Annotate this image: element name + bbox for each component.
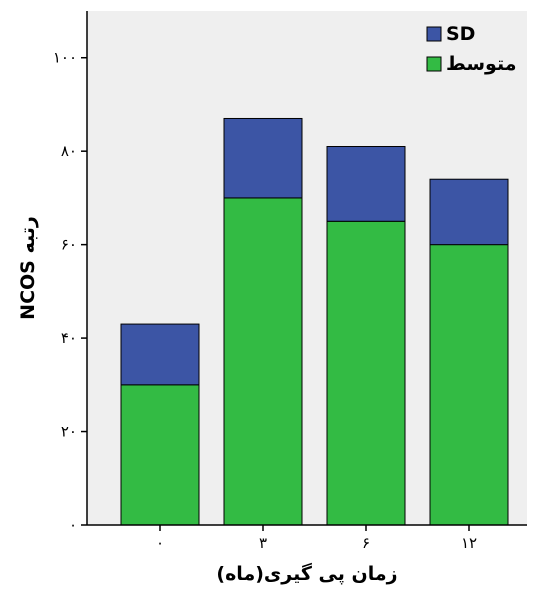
bar-segment-mean-2 (326, 220, 406, 526)
x-axis-title: زمان پی گیری(ماه) (216, 562, 397, 585)
bar-segment-sd-2 (326, 146, 406, 222)
y-ticks-group: ۰ ۲۰ ۴۰ ۶۰ ۸۰ ۱۰۰ (53, 49, 87, 534)
x-ticks-group: ۰ ۳ ۶ ۱۲ (156, 525, 477, 552)
legend-label-sd: SD (446, 23, 475, 45)
legend-swatch-sd (426, 26, 442, 42)
bar-segment-mean-3 (429, 244, 509, 526)
bars-group (120, 117, 509, 526)
y-tick-label-0: ۰ (69, 516, 77, 534)
x-tick-label-3: ۱۲ (461, 534, 477, 552)
y-tick-label-4: ۸۰ (61, 142, 77, 160)
legend: SD متوسط (426, 23, 516, 75)
bar-segment-sd-3 (429, 178, 509, 246)
legend-label-mean: متوسط (446, 53, 516, 75)
y-tick-label-5: ۱۰۰ (53, 49, 77, 67)
bar-segment-mean-1 (223, 197, 303, 526)
y-tick-label-3: ۶۰ (61, 236, 77, 254)
bar-segment-mean-0 (120, 384, 200, 526)
bar-segment-sd-1 (223, 117, 303, 199)
y-axis-title: NCOS رتبه (17, 216, 39, 320)
x-tick-label-1: ۳ (259, 534, 267, 552)
x-tick-label-0: ۰ (156, 534, 164, 552)
bar-segment-sd-0 (120, 323, 200, 386)
y-tick-label-2: ۴۰ (61, 329, 77, 347)
legend-swatch-mean (426, 56, 442, 72)
x-tick-label-2: ۶ (362, 534, 370, 552)
y-tick-label-1: ۲۰ (61, 423, 77, 441)
